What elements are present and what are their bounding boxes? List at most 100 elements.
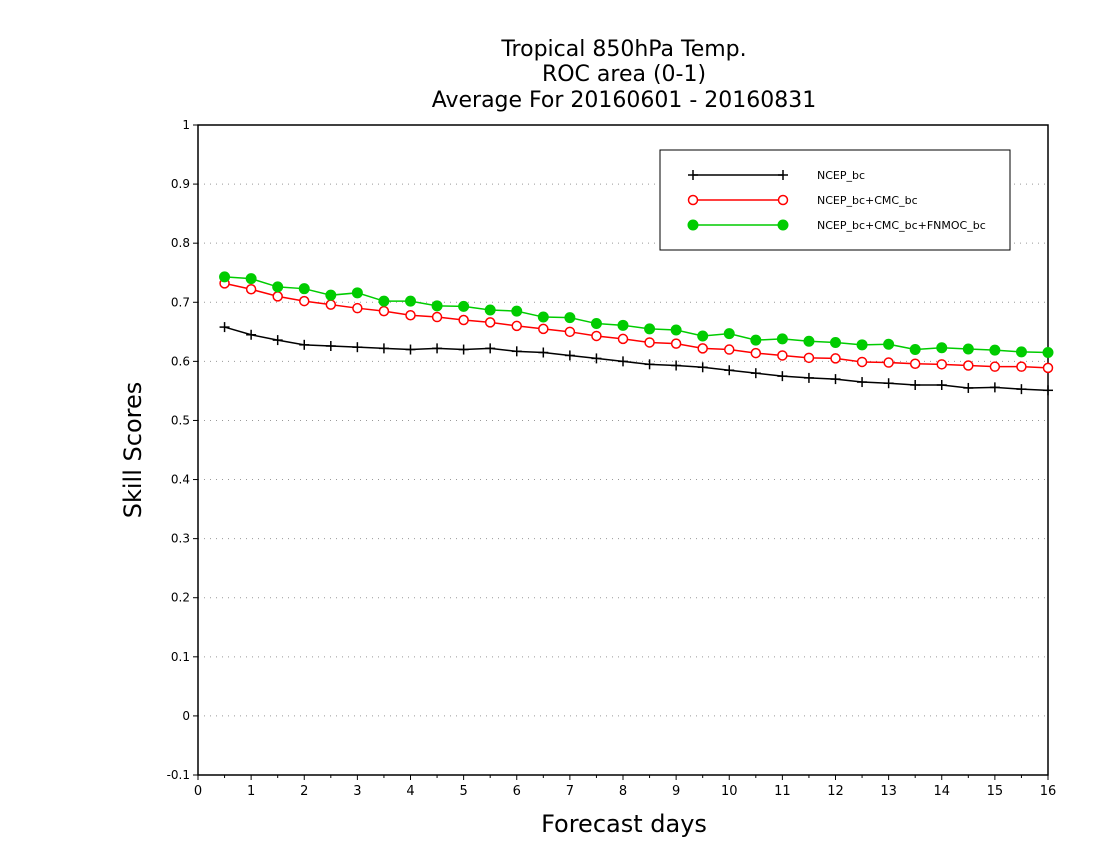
x-tick-label: 15 <box>987 784 1004 799</box>
data-point-open-circle <box>687 194 699 206</box>
data-point-filled-circle <box>484 304 496 316</box>
data-point-filled-circle <box>723 328 735 340</box>
legend-label: NCEP_bc <box>817 169 865 182</box>
data-point-open-circle <box>431 311 443 323</box>
data-point-plus <box>778 170 788 180</box>
chart-title-line-2: ROC area (0-1) <box>541 62 707 87</box>
data-point-plus <box>750 368 761 379</box>
data-point-plus <box>671 360 682 371</box>
data-point-plus <box>458 344 469 355</box>
series-lines <box>219 271 1054 396</box>
data-point-open-circle <box>352 302 363 314</box>
data-point-open-circle <box>830 353 841 364</box>
y-tick-label: 0.3 <box>171 532 190 546</box>
x-axis: 0 1 2 3 4 5 6 7 8 9 10 11 12 13 14 15 16 <box>194 775 1056 799</box>
data-point-open-circle <box>989 361 1001 372</box>
data-point-plus <box>989 382 1000 393</box>
data-point-filled-circle <box>777 219 789 231</box>
data-point-plus <box>272 335 283 346</box>
data-point-open-circle <box>299 295 310 307</box>
data-point-filled-circle <box>458 300 470 312</box>
data-point-plus <box>688 170 698 180</box>
x-tick-label: 9 <box>672 784 680 799</box>
data-point-plus <box>564 350 575 361</box>
data-point-filled-circle <box>644 323 656 335</box>
data-point-plus <box>591 353 602 364</box>
legend: NCEP_bc NCEP_bc+CMC_bc NCEP_bc+CMC_bc+FNMO… <box>659 149 1011 251</box>
data-point-open-circle <box>644 337 655 348</box>
data-point-open-circle <box>591 330 602 342</box>
data-point-plus <box>352 342 363 353</box>
data-point-open-circle <box>909 358 921 369</box>
x-tick-label: 4 <box>406 784 414 799</box>
data-point-filled-circle <box>378 295 390 307</box>
data-point-filled-circle <box>687 219 699 231</box>
y-tick-label: 0.8 <box>171 236 190 250</box>
data-point-open-circle <box>724 344 735 355</box>
data-point-plus <box>299 339 310 350</box>
data-point-filled-circle <box>325 289 337 301</box>
y-tick-label: 0.4 <box>171 473 190 487</box>
data-point-filled-circle <box>750 334 762 346</box>
data-point-plus <box>325 341 336 351</box>
data-point-open-circle <box>670 338 682 349</box>
data-point-filled-circle <box>431 300 443 312</box>
data-point-plus <box>246 329 257 340</box>
grid-lines <box>198 183 1048 717</box>
data-point-open-circle <box>538 323 549 335</box>
series-2 <box>219 278 1054 374</box>
x-tick-label: 13 <box>880 784 897 799</box>
data-point-plus <box>777 371 788 382</box>
data-point-plus <box>803 372 814 383</box>
x-tick-label: 7 <box>566 784 574 799</box>
data-point-open-circle <box>750 347 762 359</box>
y-tick-label: 0 <box>182 709 190 723</box>
x-axis-title: Forecast days <box>541 810 707 838</box>
data-point-filled-circle <box>670 324 682 336</box>
data-point-filled-circle <box>1015 346 1027 358</box>
data-point-filled-circle <box>405 295 416 307</box>
legend-label: NCEP_bc+CMC_bc <box>817 194 918 207</box>
data-point-open-circle <box>405 310 416 321</box>
data-point-filled-circle <box>245 273 257 285</box>
x-tick-label: 11 <box>774 784 791 799</box>
data-point-plus <box>618 356 628 367</box>
x-tick-label: 10 <box>721 784 738 799</box>
series-1 <box>219 322 1053 396</box>
legend-item: NCEP_bc+CMC_bc+FNMOC_bc <box>687 219 986 232</box>
y-axis-title: Skill Scores <box>119 381 147 519</box>
data-point-plus <box>405 344 416 355</box>
data-point-filled-circle <box>909 344 921 356</box>
y-tick-label: 1 <box>182 118 190 132</box>
x-tick-label: 6 <box>513 784 521 799</box>
x-tick-label: 3 <box>353 784 361 799</box>
data-point-open-circle <box>325 299 337 310</box>
data-point-open-circle <box>803 352 815 364</box>
series-3 <box>219 271 1054 358</box>
data-point-filled-circle <box>856 339 868 351</box>
chart-title-line-1: Tropical 850hPa Temp. <box>501 37 747 62</box>
data-point-filled-circle <box>351 287 363 299</box>
data-point-open-circle <box>272 291 283 302</box>
data-point-filled-circle <box>537 311 549 323</box>
data-point-plus <box>538 347 549 358</box>
y-tick-label: 0.5 <box>171 413 190 427</box>
data-point-filled-circle <box>883 338 895 350</box>
data-point-open-circle <box>777 350 788 361</box>
y-axis: -0.1 0 0.1 0.2 0.3 0.4 0.5 0.6 0.7 0.8 0.9 1 <box>167 118 198 782</box>
data-point-open-circle <box>697 343 708 354</box>
data-point-open-circle <box>484 317 496 328</box>
legend-item: NCEP_bc+CMC_bc <box>687 194 918 207</box>
data-point-filled-circle <box>803 335 815 347</box>
data-point-plus <box>485 343 496 354</box>
x-tick-label: 1 <box>247 784 255 799</box>
data-point-plus <box>511 346 522 357</box>
data-point-plus <box>936 380 947 390</box>
data-point-plus <box>883 378 894 389</box>
chart-title-line-3: Average For 20160601 - 20160831 <box>431 88 817 113</box>
legend-item: NCEP_bc <box>688 169 865 182</box>
data-point-open-circle <box>458 314 469 326</box>
data-point-open-circle <box>617 333 629 345</box>
data-point-plus <box>963 382 974 393</box>
